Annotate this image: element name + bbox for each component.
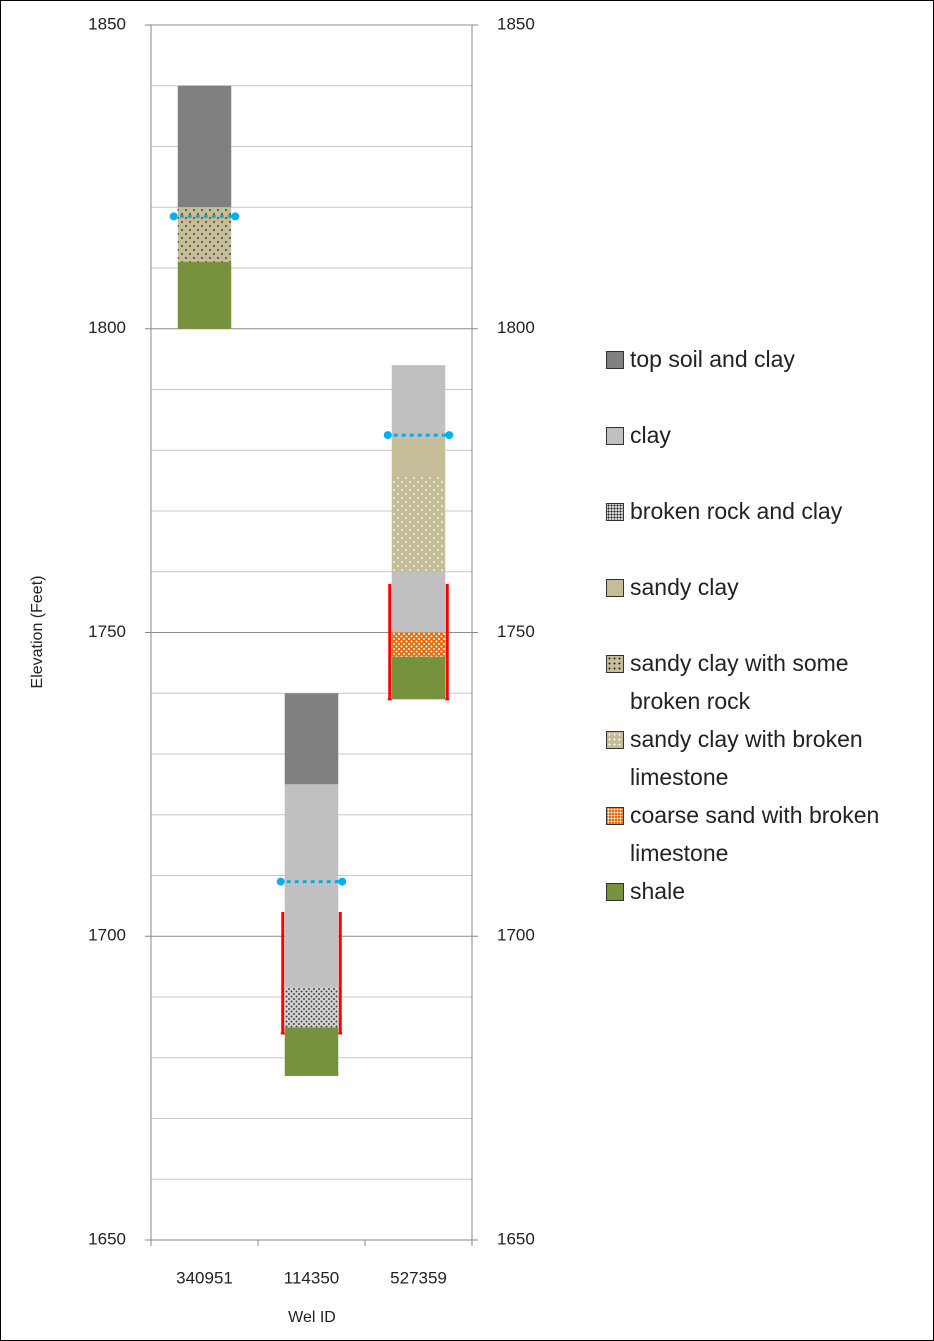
legend-entry: clay xyxy=(606,416,892,454)
legend-label: broken rock and clay xyxy=(630,498,843,524)
layer-pattern xyxy=(284,987,339,1028)
legend-entry: sandy clay with some broken rock xyxy=(606,644,892,720)
legend-swatch xyxy=(606,883,624,901)
water-level-end xyxy=(445,431,454,440)
layer xyxy=(177,261,232,329)
layer xyxy=(391,656,446,700)
water-level-end xyxy=(231,212,240,221)
water-level-end xyxy=(338,877,347,886)
legend-swatch xyxy=(606,731,624,749)
x-tick-label: 340951 xyxy=(176,1268,233,1287)
x-tick-label: 527359 xyxy=(390,1268,447,1287)
legend-label: clay xyxy=(630,422,671,448)
layer xyxy=(391,571,446,633)
layer xyxy=(391,365,446,439)
y2-tick-label: 1650 xyxy=(497,1229,535,1248)
legend-label: top soil and clay xyxy=(630,346,795,372)
legend-swatch xyxy=(606,655,624,673)
legend-entry: sandy clay with broken limestone xyxy=(606,720,892,796)
water-level-end xyxy=(383,431,392,440)
legend-entry: shale xyxy=(606,872,892,910)
y2-tick-label: 1750 xyxy=(497,622,535,641)
layer xyxy=(284,693,339,785)
layer xyxy=(391,438,446,475)
legend-swatch xyxy=(606,427,624,445)
legend-entry: top soil and clay xyxy=(606,340,892,378)
y-tick-label: 1650 xyxy=(88,1229,126,1248)
legend-label: sandy clay with broken limestone xyxy=(630,726,863,790)
legend-entry: broken rock and clay xyxy=(606,492,892,530)
x-tick-label: 114350 xyxy=(284,1268,339,1287)
layer-pattern xyxy=(391,474,446,572)
y-tick-label: 1800 xyxy=(88,318,126,337)
legend-label: coarse sand with broken limestone xyxy=(630,802,880,866)
y-axis-label: Elevation (Feet) xyxy=(29,576,46,689)
y2-tick-label: 1700 xyxy=(497,926,535,945)
water-level-end xyxy=(169,212,178,221)
legend-swatch xyxy=(606,579,624,597)
y-tick-label: 1750 xyxy=(88,622,126,641)
layer xyxy=(284,1027,339,1076)
legend-swatch xyxy=(606,351,624,369)
x-axis-label: Wel ID xyxy=(288,1309,336,1326)
layer-pattern xyxy=(391,632,446,657)
y2-tick-label: 1850 xyxy=(497,14,535,33)
legend-entry: coarse sand with broken limestone xyxy=(606,796,892,872)
water-level-end xyxy=(276,877,285,886)
legend-label: sandy clay xyxy=(630,574,739,600)
layer xyxy=(177,85,232,208)
legend-swatch xyxy=(606,503,624,521)
layer xyxy=(284,784,339,988)
legend-label: shale xyxy=(630,878,685,904)
legend-entry: sandy clay xyxy=(606,568,892,606)
legend-swatch xyxy=(606,807,624,825)
legend-label: sandy clay with some broken rock xyxy=(630,650,849,714)
y2-tick-label: 1800 xyxy=(497,318,535,337)
y-tick-label: 1700 xyxy=(88,926,126,945)
y-tick-label: 1850 xyxy=(88,14,126,33)
